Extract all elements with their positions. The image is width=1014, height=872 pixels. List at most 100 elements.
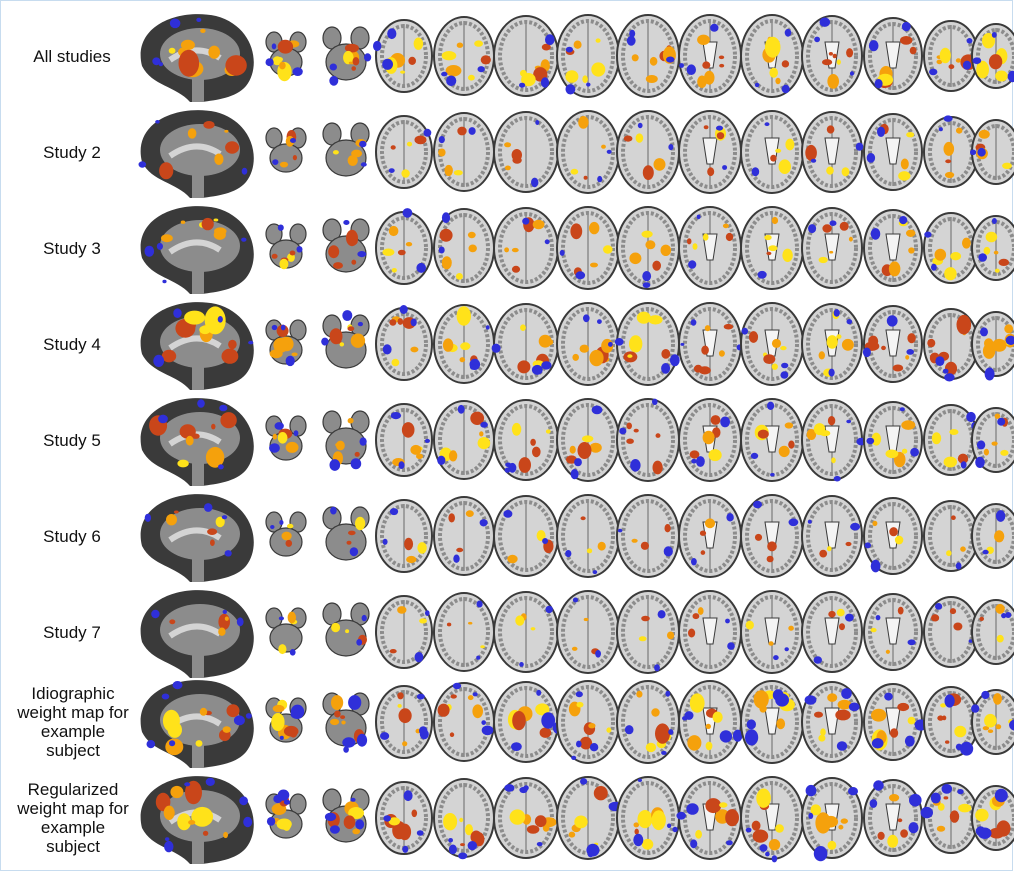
activation-blob [456,547,464,553]
activation-blob [348,530,356,536]
deactivation-blob [804,695,817,705]
sagittal-slice [140,398,254,486]
deactivation-blob [222,609,227,614]
sagittal-slice [140,302,254,390]
activation-blob [574,815,588,829]
deactivation-blob [204,503,213,512]
activation-blob [881,345,886,351]
activation-blob [285,441,299,453]
activation-blob [591,62,606,77]
activation-blob [995,724,1002,730]
deactivation-blob [845,613,854,622]
deactivation-blob [575,691,583,698]
activation-blob [748,331,759,343]
activation-blob [173,510,179,514]
deactivation-blob [382,538,388,545]
activation-blob [954,725,967,738]
deactivation-blob [606,149,612,154]
activation-blob [836,608,845,617]
deactivation-blob [239,796,248,806]
activation-blob [985,231,998,243]
activation-blob [352,57,360,66]
deactivation-blob [403,790,413,802]
activation-blob [535,703,550,716]
deactivation-blob [511,742,522,751]
activation-blob [185,780,202,805]
activation-blob [402,741,408,747]
deactivation-blob [962,60,972,70]
axial-slice [970,119,1014,185]
activation-blob [350,333,366,348]
activation-blob [955,58,962,63]
deactivation-blob [343,746,349,753]
deactivation-blob [576,740,582,748]
activation-blob [936,825,946,832]
activation-blob [838,824,844,830]
deactivation-blob [290,704,305,719]
activation-blob [940,703,946,708]
activation-blob [695,829,702,839]
activation-blob [719,802,728,808]
activation-blob [689,450,700,459]
deactivation-blob [559,249,565,256]
activation-blob [579,344,589,353]
deactivation-blob [184,782,191,787]
axial-slice [863,593,923,671]
activation-blob [226,704,240,718]
deactivation-blob [221,515,228,520]
deactivation-blob [864,542,871,549]
row-label: Study 2 [8,104,136,200]
activation-blob [908,247,915,254]
activation-blob [331,695,344,711]
deactivation-blob [416,262,427,273]
activation-blob [188,820,196,825]
deactivation-blob [676,811,686,820]
activation-blob [472,704,484,719]
activation-blob [333,262,343,269]
activation-blob [871,432,882,446]
activation-blob [588,723,596,729]
activation-blob [477,437,491,450]
deactivation-blob [849,71,855,76]
axial-slice [433,496,495,576]
activation-blob [586,548,593,554]
activation-blob [416,453,423,460]
deactivation-blob [663,546,673,557]
deactivation-blob [144,245,155,257]
axial-slice [493,399,559,481]
axial-slice [678,494,742,578]
activation-blob [770,154,777,162]
deactivation-blob [944,694,955,708]
deactivation-blob [819,17,831,27]
activation-blob [788,440,795,449]
deactivation-blob [652,398,658,405]
activation-blob [993,250,999,255]
deactivation-blob [976,440,986,450]
activation-blob [277,39,294,54]
activation-blob [470,411,485,425]
deactivation-blob [764,122,770,127]
activation-blob [841,338,854,351]
activation-blob [692,243,698,250]
deactivation-blob [266,817,276,826]
deactivation-blob [164,840,174,853]
activation-blob [1000,449,1009,456]
deactivation-blob [690,839,698,849]
deactivation-blob [629,29,636,38]
activation-blob [634,828,639,835]
activation-blob [414,135,427,145]
sagittal-slice [140,590,254,678]
deactivation-blob [875,615,881,621]
axial-slice [971,599,1014,665]
activation-blob [958,803,972,813]
axial-slice [265,789,307,839]
activation-blob [467,231,476,239]
row-label-text: Study 2 [43,142,101,162]
activation-blob [937,803,945,811]
activation-blob [723,323,734,330]
axial-slice [863,113,923,191]
deactivation-blob [296,246,303,253]
activation-blob [576,701,584,708]
activation-blob [764,36,781,58]
deactivation-blob [469,364,477,370]
